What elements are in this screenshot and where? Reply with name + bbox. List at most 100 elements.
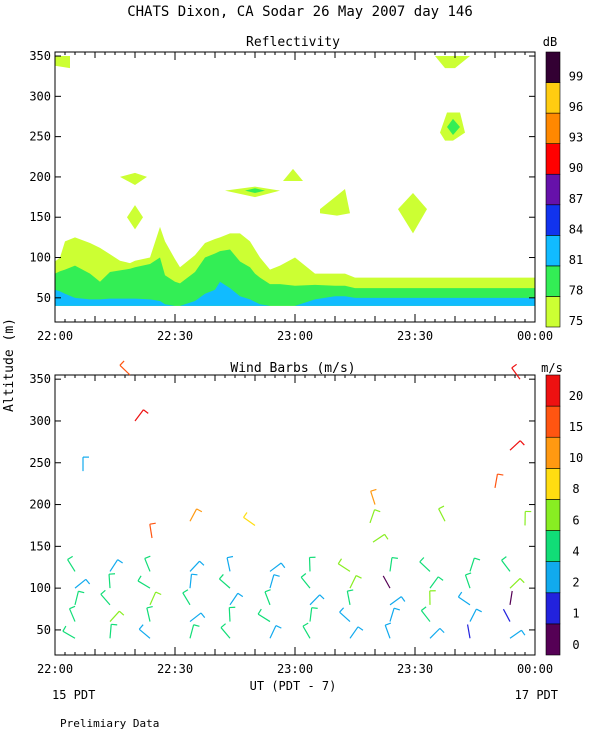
wind-barb: [119, 364, 131, 376]
wind-barbs-frame: [54, 374, 536, 656]
wind-barb: [109, 559, 119, 572]
wind-barb: [509, 577, 521, 589]
colorbar-label: 0: [572, 638, 579, 652]
colorbar-swatch: [545, 296, 561, 328]
wind-barb-flag: [182, 589, 189, 594]
wind-barb-flag: [370, 488, 377, 492]
y-tick-label: 100: [29, 581, 51, 595]
wind-barb: [189, 574, 193, 589]
colorbar-swatch: [545, 143, 561, 175]
wind-barb: [138, 628, 151, 639]
wind-barb: [420, 610, 431, 622]
wind-barb: [309, 594, 321, 606]
wind-barb: [384, 624, 391, 639]
wind-barb: [302, 625, 311, 639]
wind-barb-flag: [218, 574, 224, 580]
wind-barbs-y-axis: 50 100 150 200 250 300 350: [29, 372, 535, 637]
colorbar-swatch: [545, 374, 561, 407]
wind-barb-flag: [384, 533, 389, 540]
wind-barb-flag: [275, 625, 282, 629]
wind-barb: [134, 409, 144, 422]
wind-barb-flag: [137, 575, 142, 582]
y-tick-label: 50: [37, 291, 51, 305]
wind-barb-flag: [438, 505, 445, 510]
colorbar-swatch: [545, 112, 561, 144]
wind-barb: [269, 562, 282, 572]
y-tick-label: 150: [29, 210, 51, 224]
reflectivity-y-axis: 50 100 150 200 250 300 350: [29, 49, 535, 305]
x-tick-label: 23:30: [397, 662, 433, 676]
wind-barb-flag: [421, 606, 427, 612]
wind-barb: [502, 608, 511, 622]
reflectivity-title: Reflectivity: [246, 35, 340, 50]
wind-barb: [189, 612, 202, 623]
x-tick-label: 23:30: [397, 329, 433, 343]
wind-barb-flag: [437, 576, 444, 581]
x-tick-label: 22:30: [157, 662, 193, 676]
reflectivity-patch: [320, 189, 350, 216]
wind-barb: [511, 367, 521, 380]
wind-barb-flag: [337, 558, 343, 565]
wind-barb-flag: [264, 589, 271, 593]
wind-barb-flag: [144, 555, 151, 559]
wind-colorbar-unit: m/s: [541, 361, 563, 375]
x-axis-label: UT (PDT - 7): [250, 679, 337, 693]
colorbar-swatch: [545, 530, 561, 562]
wind-barb: [189, 508, 198, 522]
wind-barb: [226, 557, 231, 572]
wind-barb-flag: [519, 577, 525, 584]
y-tick-label: 50: [37, 623, 51, 637]
wind-barb: [389, 608, 395, 622]
wind-barb: [464, 574, 471, 589]
figure-title: CHATS Dixon, CA Sodar 26 May 2007 day 14…: [127, 4, 473, 20]
wind-barb: [337, 563, 351, 572]
wind-barb: [372, 533, 385, 543]
wind-barb-flag: [191, 573, 198, 576]
wind-barb-flag: [111, 623, 118, 626]
reflectivity-patch: [120, 172, 147, 185]
wind-barb-flag: [143, 409, 149, 414]
wind-barb-flag: [146, 605, 153, 609]
wind-barb: [228, 607, 231, 622]
colorbar-swatch: [545, 405, 561, 438]
x-tick-label: 22:30: [157, 329, 193, 343]
y-tick-label: 200: [29, 498, 51, 512]
wind-barb-flag: [357, 626, 364, 631]
wind-barb: [219, 578, 231, 589]
wind-barb-flag: [78, 590, 85, 594]
wind-barb: [458, 596, 471, 606]
wind-barb-flag: [237, 592, 244, 598]
wind-barb-flag: [196, 508, 203, 513]
colorbar-swatch: [545, 623, 561, 656]
colorbar-swatch: [545, 204, 561, 236]
wind-barb: [509, 440, 521, 451]
colorbar-swatch: [545, 499, 561, 531]
colorbar-label: 90: [569, 161, 583, 175]
colorbar-swatch: [545, 592, 561, 625]
wind-barb-flag: [67, 555, 73, 561]
x-tick-label: 22:00: [37, 662, 73, 676]
wind-barb-flag: [155, 591, 162, 596]
reflectivity-patch: [245, 188, 265, 194]
y-tick-label: 100: [29, 251, 51, 265]
reflectivity-contours: [55, 56, 535, 306]
reflectivity-band-78: [55, 249, 535, 306]
wind-barb: [74, 591, 79, 605]
reflectivity-x-axis: 22:00 22:30 23:00 23:30 00:00: [37, 52, 553, 343]
wind-barb-flag: [355, 575, 362, 579]
wind-barb-flag: [465, 572, 472, 576]
reflectivity-colorbar: 75 78 81 84 87 90 93 96 99: [545, 51, 583, 328]
wind-barb: [349, 575, 357, 589]
wind-barb: [469, 557, 475, 572]
wind-barb: [309, 607, 313, 622]
y-tick-label: 150: [29, 539, 51, 553]
wind-barb: [109, 624, 112, 639]
wind-barb: [429, 576, 439, 589]
wind-barb-flag: [391, 556, 398, 559]
wind-barb-flag: [374, 509, 381, 513]
x-tick-label: 23:00: [277, 662, 313, 676]
wind-barb: [509, 629, 522, 639]
